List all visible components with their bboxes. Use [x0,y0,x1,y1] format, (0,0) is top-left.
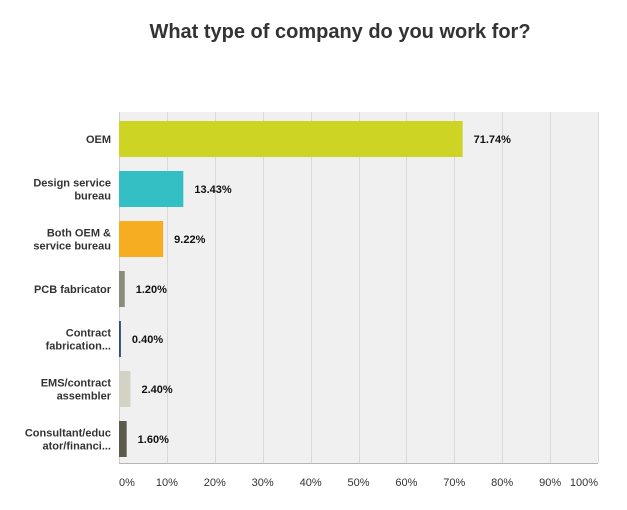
x-tick-label: 90% [539,477,561,489]
x-tick-label: 30% [252,477,274,489]
x-tick-label: 20% [204,477,226,489]
category-label: Consultant/educ [25,428,111,440]
category-label: OEM [86,134,111,146]
category-label: assembler [57,391,112,403]
category-label: EMS/contract [41,378,112,390]
x-tick-label: 100% [570,477,598,489]
bar [119,421,127,457]
x-tick-label: 40% [300,477,322,489]
chart-title: What type of company do you work for? [149,21,531,43]
x-tick-label: 60% [395,477,417,489]
category-label: bureau [74,191,111,203]
bar [119,221,164,257]
category-label: service bureau [33,241,111,253]
bar [119,271,125,307]
data-label: 13.43% [194,184,232,196]
category-label: Design service [33,178,111,190]
data-label: 2.40% [141,384,172,396]
x-tick-label: 10% [156,477,178,489]
bar [119,171,184,207]
data-label: 9.22% [174,234,205,246]
plot-area [119,112,598,463]
data-label: 71.74% [474,134,512,146]
category-label: Contract [66,328,112,340]
bar [119,371,131,407]
category-label: Both OEM & [47,228,111,240]
data-label: 1.20% [136,284,167,296]
x-tick-label: 80% [491,477,513,489]
category-label: PCB fabricator [34,284,112,296]
category-label: fabrication... [46,341,111,353]
data-label: 0.40% [132,334,163,346]
x-tick-label: 0% [119,477,135,489]
bar [119,321,121,357]
x-tick-label: 50% [347,477,369,489]
data-label: 1.60% [138,434,169,446]
x-tick-label: 70% [443,477,465,489]
bar [119,121,463,157]
category-label: ator/financi... [43,441,111,453]
